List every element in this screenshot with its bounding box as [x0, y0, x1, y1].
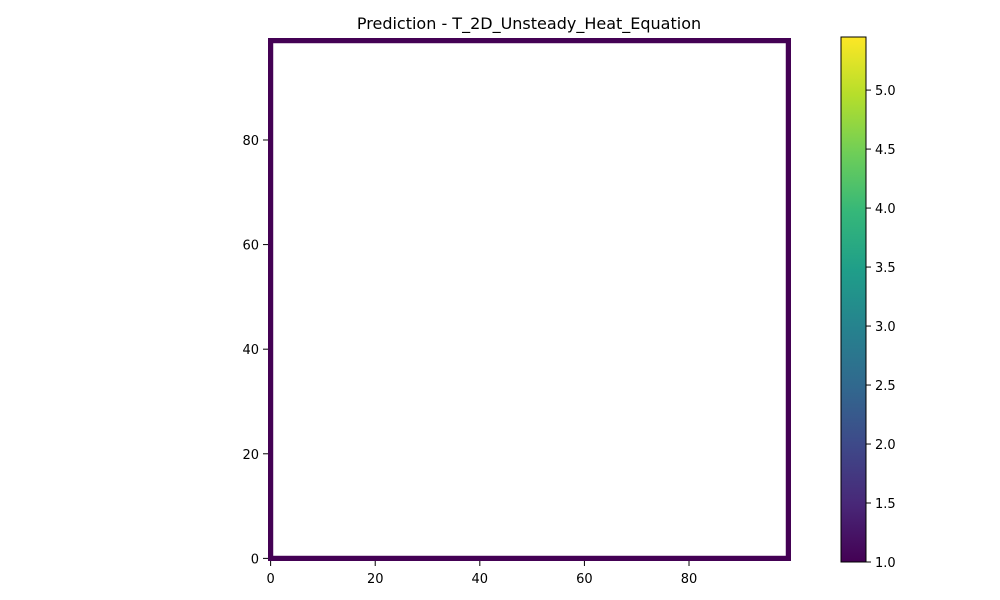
heatmap-boundary-cells	[268, 38, 791, 561]
boundary-cells-top	[268, 38, 791, 44]
x-axis: 0 20 40 60 80	[266, 561, 697, 587]
boundary-cells-left	[268, 38, 274, 561]
colorbar-tick-label: 2.0	[875, 438, 896, 453]
chart-title: Prediction - T_2D_Unsteady_Heat_Equation	[357, 14, 701, 34]
colorbar: 1.0 1.5 2.0 2.5 3.0 3.5 4.0 4.5 5.0	[840, 36, 896, 571]
colorbar-ticks: 1.0 1.5 2.0 2.5 3.0 3.5 4.0 4.5 5.0	[866, 84, 896, 571]
heatmap-plot-area	[268, 38, 791, 561]
y-tick-label: 20	[242, 448, 259, 463]
y-axis: 0 20 40 60 80	[242, 134, 268, 567]
x-tick-label: 0	[266, 572, 274, 587]
colorbar-tick-label: 2.5	[875, 379, 896, 394]
boundary-cells-bottom	[268, 555, 791, 561]
y-tick-label: 0	[251, 552, 259, 567]
colorbar-tick-label: 3.5	[875, 261, 896, 276]
heatmap-background	[268, 38, 791, 561]
colorbar-tick-label: 5.0	[875, 84, 896, 99]
x-tick-label: 20	[367, 572, 384, 587]
colorbar-tick-label: 1.0	[875, 556, 896, 571]
x-tick-label: 40	[472, 572, 489, 587]
boundary-cells-right	[785, 38, 791, 561]
colorbar-frame	[840, 36, 867, 563]
colorbar-tick-label: 4.5	[875, 143, 896, 158]
colorbar-gradient	[841, 37, 866, 562]
x-tick-label: 80	[681, 572, 698, 587]
colorbar-tick-label: 4.0	[875, 202, 896, 217]
colorbar-tick-label: 1.5	[875, 497, 896, 512]
y-tick-label: 40	[242, 343, 259, 358]
y-tick-label: 80	[242, 134, 259, 149]
colorbar-tick-label: 3.0	[875, 320, 896, 335]
x-tick-label: 60	[576, 572, 593, 587]
y-tick-label: 60	[242, 239, 259, 254]
